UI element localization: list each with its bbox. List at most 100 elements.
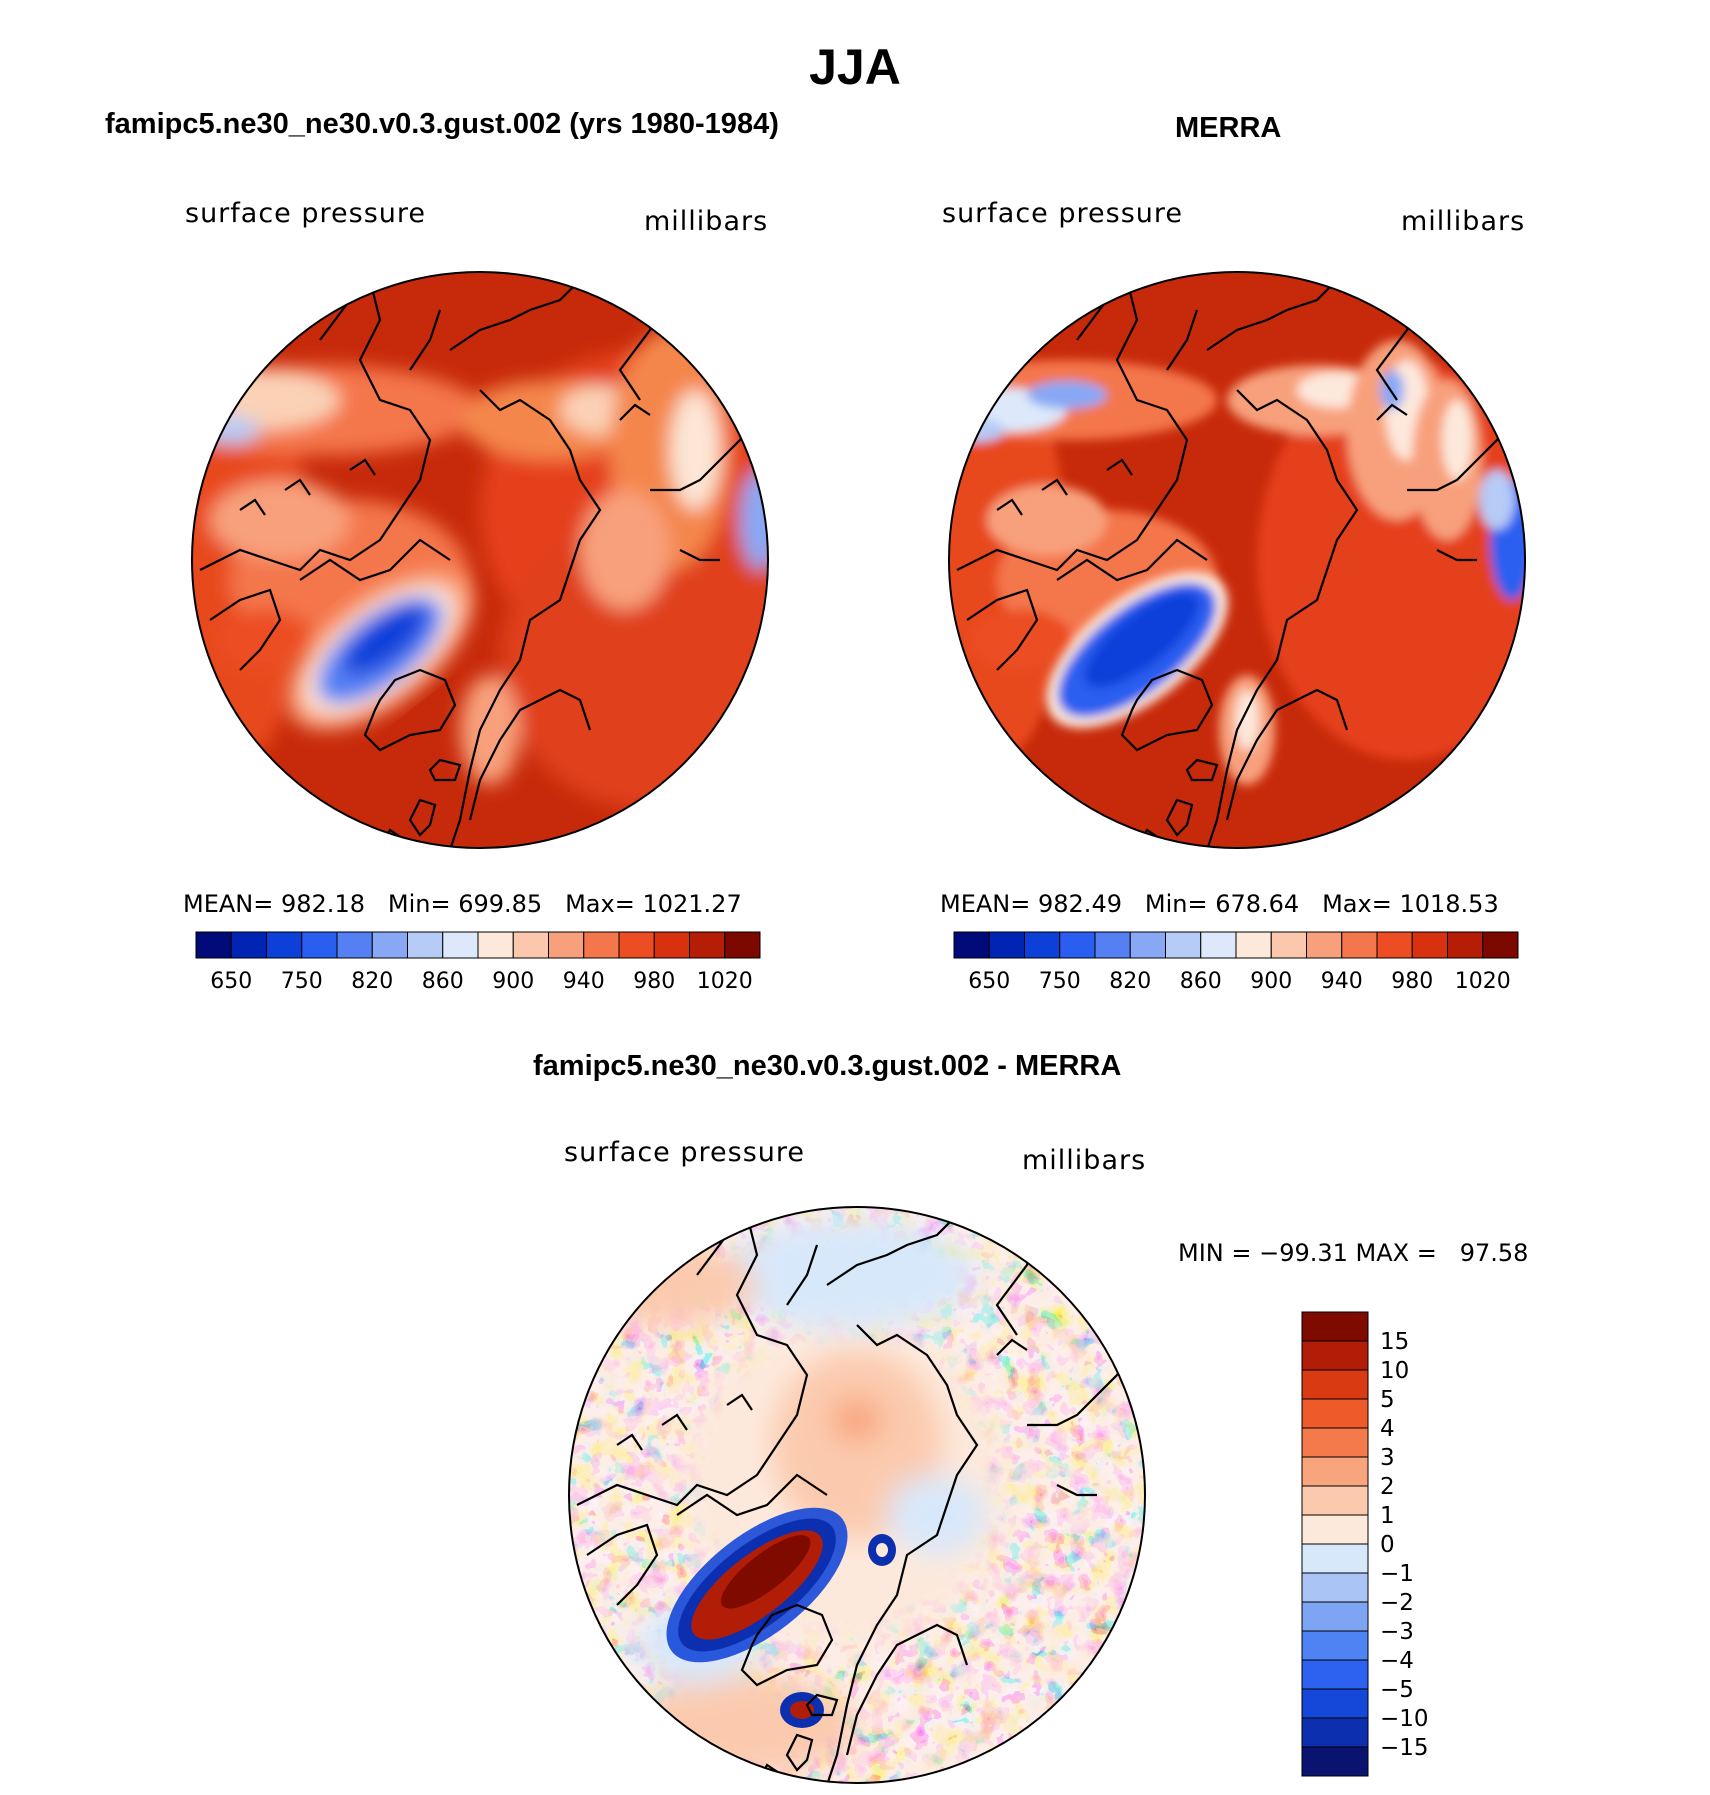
panel-1-colorbar-tick-label: 650: [210, 969, 252, 994]
diff-colorbar-tick-label: −4: [1380, 1648, 1414, 1674]
diff-panel-title: famipc5.ne30_ne30.v0.3.gust.002 - MERRA: [533, 1050, 1122, 1082]
diff-colorbar-swatch: [1301, 1456, 1369, 1487]
panel-2-max: 1018.53: [1399, 890, 1499, 918]
panel-2-colorbar-swatch: [1306, 931, 1343, 959]
panel-1-colorbar-swatch: [371, 931, 408, 959]
panel-1-colorbar-swatch: [301, 931, 338, 959]
panel-2-colorbar-swatch: [1165, 931, 1202, 959]
panel-1-min: 699.85: [458, 890, 543, 918]
panel-1-left-label: surface pressure: [185, 198, 426, 229]
diff-colorbar-swatch: [1301, 1427, 1369, 1458]
panel-1-colorbar-swatch: [512, 931, 549, 959]
panel-2-title: MERRA: [1175, 112, 1282, 144]
diff-colorbar-swatch: [1301, 1543, 1369, 1574]
panel-2-colorbar-swatch: [1447, 931, 1484, 959]
diff-colorbar-swatch: [1301, 1746, 1369, 1777]
panel-2-colorbar-swatch: [1059, 931, 1096, 959]
panel-2-colorbar-swatch: [1482, 931, 1519, 959]
panel-2-colorbar-tick-label: 860: [1180, 969, 1222, 994]
diff-colorbar-swatch: [1301, 1659, 1369, 1690]
panel-2-colorbar-tick-label: 650: [968, 969, 1010, 994]
panel-2-colorbar-swatch: [953, 931, 990, 959]
panel-2-colorbar-swatch: [988, 931, 1025, 959]
panel-1-map: [191, 271, 769, 849]
panel-2-colorbar-swatch: [1129, 931, 1166, 959]
panel-2-min-label: Min=: [1144, 890, 1208, 918]
panel-1-colorbar-swatch: [689, 931, 726, 959]
panel-2-colorbar-tick-label: 750: [1039, 969, 1081, 994]
diff-colorbar-tick-label: 3: [1380, 1445, 1395, 1471]
panel-2-colorbar-swatch: [1411, 931, 1448, 959]
panel-2-stats: MEAN= 982.49 Min= 678.64 Max= 1018.53: [940, 890, 1499, 918]
diff-left-label: surface pressure: [564, 1137, 805, 1168]
panel-1-colorbar-tick-label: 940: [563, 969, 605, 994]
diff-colorbar-swatch: [1301, 1311, 1369, 1342]
diff-colorbar-tick-label: 5: [1380, 1387, 1395, 1413]
panel-1-colorbar-swatch: [230, 931, 267, 959]
panel-1-max: 1021.27: [642, 890, 742, 918]
diff-colorbar-tick-label: −10: [1380, 1706, 1429, 1732]
panel-1-colorbar-tick-label: 860: [422, 969, 464, 994]
diff-right-label: millibars: [1022, 1145, 1147, 1176]
panel-1-colorbar-swatch: [266, 931, 303, 959]
panel-1-mean-label: MEAN=: [183, 890, 274, 918]
diff-colorbar-tick-label: −5: [1380, 1677, 1414, 1703]
panel-2-colorbar-swatch: [1094, 931, 1131, 959]
panel-2-colorbar-swatch: [1376, 931, 1413, 959]
panel-1-colorbar-swatch: [195, 931, 232, 959]
diff-map: [568, 1206, 1146, 1784]
panel-1-min-label: Min=: [387, 890, 451, 918]
diff-colorbar-swatch: [1301, 1340, 1369, 1371]
panel-1-colorbar-swatch: [336, 931, 373, 959]
panel-1-colorbar-tick-label: 820: [351, 969, 393, 994]
panel-1-colorbar-tick-label: 900: [492, 969, 534, 994]
panel-1-colorbar-swatch: [442, 931, 479, 959]
panel-2-map: [948, 271, 1526, 849]
panel-1-colorbar-tick-label: 750: [281, 969, 323, 994]
panel-1-colorbar-tick-label: 1020: [697, 969, 753, 994]
panel-1-max-label: Max=: [565, 890, 635, 918]
diff-colorbar-swatch: [1301, 1601, 1369, 1632]
diff-colorbar-tick-label: 4: [1380, 1416, 1395, 1442]
panel-1-colorbar-swatch: [548, 931, 585, 959]
panel-1-colorbar-swatch: [407, 931, 444, 959]
diff-colorbar-tick-label: 15: [1380, 1329, 1409, 1355]
panel-1-right-label: millibars: [644, 206, 769, 237]
diff-colorbar-tick-label: −1: [1380, 1561, 1414, 1587]
panel-2-max-label: Max=: [1322, 890, 1392, 918]
diff-colorbar-swatch: [1301, 1369, 1369, 1400]
diff-colorbar-tick-label: 10: [1380, 1358, 1409, 1384]
figure-title: JJA: [809, 39, 901, 95]
panel-2-mean: 982.49: [1038, 890, 1122, 918]
panel-1-colorbar-swatch: [724, 931, 761, 959]
panel-1-colorbar-swatch: [477, 931, 514, 959]
panel-1-colorbar-tick-label: 980: [633, 969, 675, 994]
panel-2-min: 678.64: [1215, 890, 1300, 918]
panel-2-right-label: millibars: [1401, 206, 1526, 237]
diff-colorbar-tick-label: −15: [1380, 1735, 1429, 1761]
panel-2-colorbar-swatch: [1341, 931, 1378, 959]
diff-colorbar-tick-label: 2: [1380, 1474, 1395, 1500]
panel-2-colorbar-tick-label: 900: [1250, 969, 1292, 994]
panel-2-colorbar-swatch: [1235, 931, 1272, 959]
panel-2-colorbar-swatch: [1024, 931, 1061, 959]
panel-2-colorbar: 650 750 820 860 900 940 980 1020: [953, 931, 1519, 994]
diff-colorbar-swatch: [1301, 1514, 1369, 1545]
diff-colorbar-tick-label: −3: [1380, 1619, 1414, 1645]
diff-colorbar-swatch: [1301, 1398, 1369, 1429]
panel-2-colorbar-tick-label: 820: [1109, 969, 1151, 994]
diff-minmax: MIN = −99.31 MAX = 97.58: [1178, 1239, 1529, 1267]
diff-colorbar-swatch: [1301, 1572, 1369, 1603]
diff-colorbar-swatch: [1301, 1688, 1369, 1719]
diff-colorbar-tick-label: −2: [1380, 1590, 1414, 1616]
panel-1-colorbar-swatch: [653, 931, 690, 959]
panel-1-colorbar-swatch: [618, 931, 655, 959]
panel-2-colorbar-tick-label: 940: [1321, 969, 1363, 994]
panel-1-stats: MEAN= 982.18 Min= 699.85 Max= 1021.27: [183, 890, 742, 918]
panel-2-colorbar-swatch: [1200, 931, 1237, 959]
panel-1-colorbar: 650 750 820 860 900 940 980 1020: [195, 931, 761, 994]
panel-2-left-label: surface pressure: [942, 198, 1183, 229]
panel-2-colorbar-tick-label: 1020: [1455, 969, 1511, 994]
panel-1-colorbar-swatch: [583, 931, 620, 959]
